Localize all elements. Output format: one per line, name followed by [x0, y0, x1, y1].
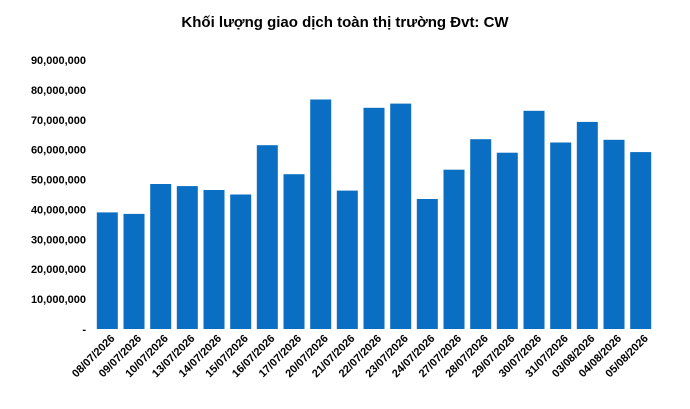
y-tick-label: -	[82, 324, 86, 336]
y-tick-label: 20,000,000	[31, 264, 86, 276]
bar	[96, 212, 118, 329]
bar	[230, 194, 252, 329]
bar	[630, 152, 652, 329]
y-tick-label: 90,000,000	[31, 55, 86, 67]
bar	[176, 186, 198, 329]
bar	[256, 145, 278, 329]
bar	[416, 199, 438, 329]
y-tick-label: 10,000,000	[31, 294, 86, 306]
bars-group	[96, 99, 652, 330]
bar	[336, 190, 358, 329]
bar	[150, 184, 172, 329]
y-tick-label: 80,000,000	[31, 85, 86, 97]
bar	[310, 99, 332, 329]
bar	[523, 110, 545, 329]
chart-title: Khối lượng giao dịch toàn thị trường Đvt…	[181, 14, 509, 31]
y-tick-label: 70,000,000	[31, 115, 86, 127]
bar	[390, 103, 412, 329]
y-tick-label: 60,000,000	[31, 145, 86, 157]
bar	[363, 107, 385, 329]
bar	[576, 121, 598, 330]
y-tick-label: 50,000,000	[31, 175, 86, 187]
bar	[550, 142, 572, 329]
bar	[203, 190, 225, 329]
bar	[283, 174, 305, 329]
x-axis: 08/07/202609/07/202610/07/202613/07/2026…	[70, 333, 651, 380]
y-axis: - 10,000,000 20,000,000 30,000,000 40,000,00…	[31, 55, 86, 336]
bar	[123, 213, 145, 329]
bar	[470, 139, 492, 329]
bar	[443, 169, 465, 329]
y-tick-label: 40,000,000	[31, 204, 86, 216]
bar	[603, 139, 625, 329]
y-tick-label: 30,000,000	[31, 234, 86, 246]
bar	[496, 152, 518, 329]
